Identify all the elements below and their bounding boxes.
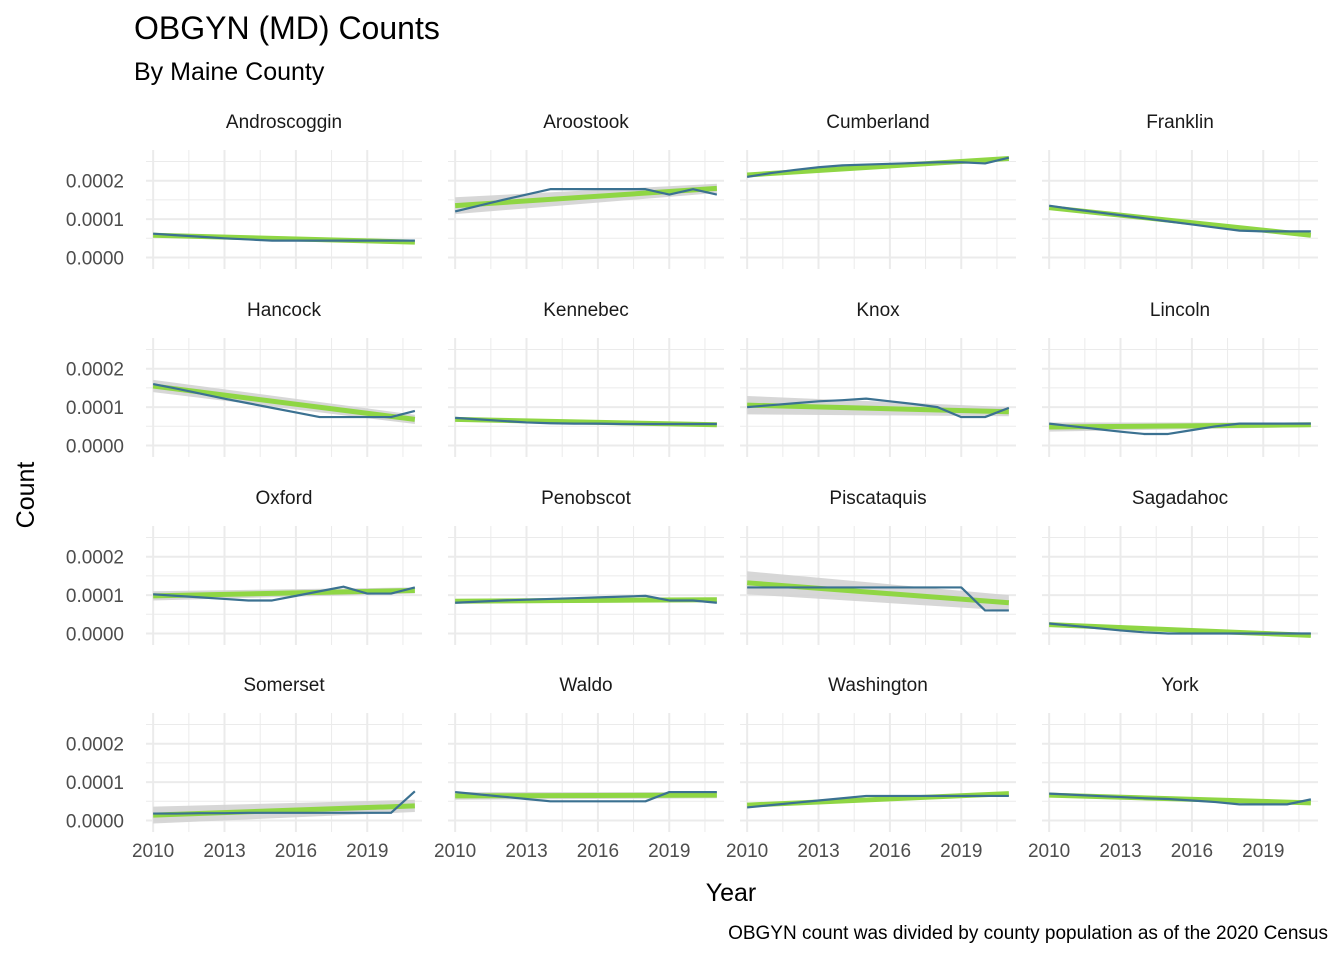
x-tick-label: 2016 [275,841,317,862]
facet-panel-piscataquis: Piscataquis [740,488,1016,645]
x-tick-label: 2019 [1242,841,1284,862]
x-tick-label: 2019 [648,841,690,862]
y-tick-label: 0.0001 [66,398,124,419]
facet-panel-lincoln: Lincoln [1042,300,1318,457]
x-tick-label: 2010 [434,841,476,862]
series-line [455,790,717,803]
y-axis-label: Count [12,462,40,529]
y-tick-label: 0.0000 [66,624,124,645]
facet-label: Piscataquis [829,488,926,509]
y-tick-label: 0.0001 [66,210,124,231]
facet-panel-kennebec: Kennebec [448,300,724,457]
series-line [1049,422,1311,436]
facet-label: Hancock [247,300,321,321]
y-tick-label: 0.0000 [66,248,124,269]
x-tick-label: 2013 [797,841,839,862]
x-tick-label: 2016 [869,841,911,862]
facet-panel-androscoggin: Androscoggin 0.0000 0.0001 0.0002 [66,112,422,269]
facet-label: Knox [856,300,900,321]
facet-grid: Androscoggin 0.0000 0.0001 0.0002 Aroostook C… [66,112,1318,862]
facet-panel-penobscot: Penobscot [448,488,724,645]
series-line [455,416,717,426]
trend-line [746,580,1010,606]
facet-panel-york: York 2010 2013 2016 2019 [1028,675,1318,862]
facet-label: Kennebec [543,300,629,321]
series-line [454,188,718,213]
series-line [747,794,1009,809]
x-axis-label: Year [706,879,757,907]
series-line [747,397,1010,419]
trend-line [747,402,1009,415]
facet-label: Washington [828,675,928,696]
x-tick-label: 2016 [1171,841,1213,862]
x-tick-label: 2010 [726,841,768,862]
trend-line [153,587,415,599]
y-tick-label: 0.0002 [66,548,124,569]
series-line [1048,204,1311,233]
series-line [455,594,717,604]
series-line [1049,622,1311,635]
facet-panel-hancock: Hancock 0.0000 0.0001 0.0002 [66,300,422,457]
series-line [747,586,1009,612]
facet-label: Lincoln [1150,300,1210,321]
facet-panel-waldo: Waldo 2010 2013 2016 2019 [434,675,724,862]
chart-caption: OBGYN count was divided by county popula… [728,923,1328,944]
y-tick-label: 0.0002 [66,735,124,756]
series-line [1049,792,1312,806]
y-tick-label: 0.0001 [66,773,124,794]
y-tick-label: 0.0002 [66,172,124,193]
trend-line [746,155,1010,178]
facet-panel-franklin: Franklin [1042,112,1318,269]
facet-panel-knox: Knox [740,300,1016,457]
facet-label: Waldo [559,675,612,696]
y-tick-label: 0.0000 [66,436,124,457]
facet-panel-oxford: Oxford 0.0000 0.0001 0.0002 [66,488,422,645]
x-tick-label: 2019 [346,841,388,862]
series-line [153,585,416,602]
facet-panel-somerset: Somerset 0.0000 0.0001 0.0002 2010 2013 2016 20… [66,675,422,862]
facet-label: Somerset [243,675,325,696]
trend-line [454,185,718,209]
x-tick-label: 2010 [1028,841,1070,862]
chart-title: OBGYN (MD) Counts [134,10,440,46]
y-tick-label: 0.0002 [66,360,124,381]
facet-label: Oxford [255,488,312,509]
series-line [153,790,416,815]
facet-panel-washington: Washington 2010 2013 2016 2019 [726,675,1016,862]
y-tick-label: 0.0001 [66,586,124,607]
y-tick-label: 0.0000 [66,811,124,832]
facet-label: Penobscot [541,488,632,509]
x-tick-label: 2016 [577,841,619,862]
x-tick-label: 2013 [1099,841,1141,862]
series-line [746,156,1010,178]
facet-label: Androscoggin [226,112,342,133]
series-line [152,382,416,419]
x-tick-label: 2013 [203,841,245,862]
trend-line [1049,422,1311,430]
trend-line [152,383,416,422]
facet-label: Sagadahoc [1132,488,1228,509]
facet-panel-sagadahoc: Sagadahoc [1042,488,1318,645]
facet-panel-cumberland: Cumberland [740,112,1016,269]
x-tick-label: 2013 [505,841,547,862]
facet-label: Franklin [1146,112,1214,133]
facet-panel-aroostook: Aroostook [448,112,724,269]
series-line [153,232,415,242]
x-tick-label: 2019 [940,841,982,862]
facet-label: Aroostook [543,112,629,133]
facet-label: York [1161,675,1199,696]
chart-subtitle: By Maine County [134,58,325,86]
facet-label: Cumberland [826,112,930,133]
x-tick-label: 2010 [132,841,174,862]
